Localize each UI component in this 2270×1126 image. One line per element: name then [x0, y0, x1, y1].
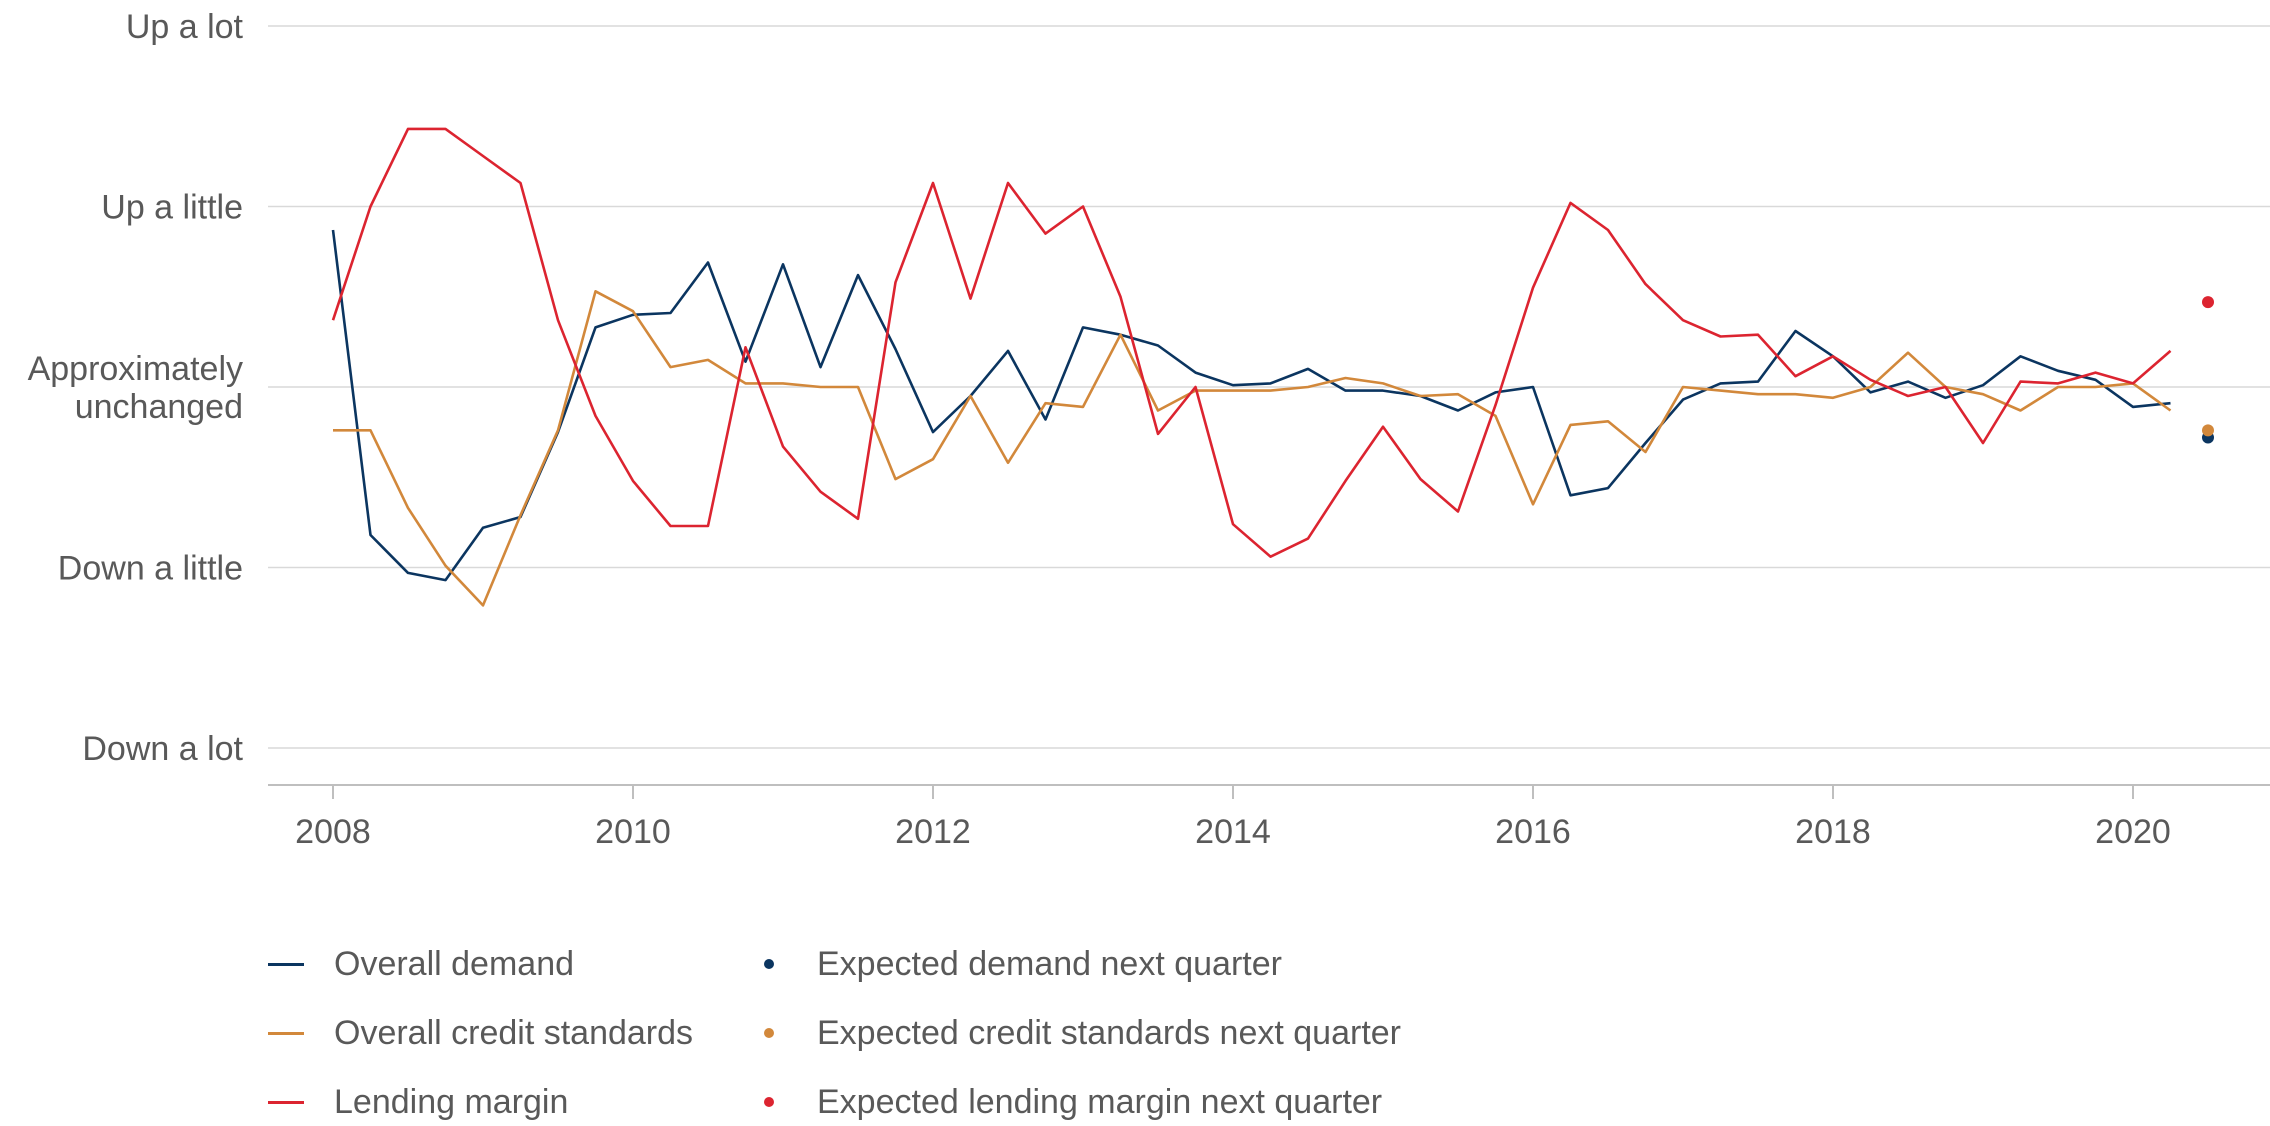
x-tick-label: 2012 — [895, 813, 971, 851]
y-tick-label: Down a little — [58, 550, 243, 588]
y-tick-label: Down a lot — [82, 730, 243, 768]
legend-label: Expected lending margin next quarter — [817, 1082, 1383, 1121]
legend-item-expected-credit-standards: Expected credit standards next quarter — [751, 1009, 1401, 1057]
y-tick-label-line: Down a little — [58, 550, 243, 588]
series-line-lending-margin — [331, 127, 2172, 559]
x-tick-label: 2016 — [1495, 813, 1571, 851]
y-tick-label-line: Approximately — [28, 350, 243, 388]
legend-label: Expected demand next quarter — [817, 944, 1282, 983]
y-tick-label: Up a little — [101, 189, 243, 227]
overall-demand-line-swatch — [268, 962, 304, 966]
legend-item-overall-credit-standards: Overall credit standards — [268, 1009, 693, 1057]
point-expected-lending-margin-next-quarter — [2202, 296, 2214, 309]
lending-margin-line-swatch — [268, 1100, 304, 1104]
series-line-overall-credit-standards — [333, 289, 2172, 607]
point-expected-credit-standards-next-quarter — [2202, 424, 2214, 437]
y-tick-label: Approximately unchanged — [28, 350, 243, 426]
x-tick-label: 2020 — [2095, 813, 2171, 851]
legend-label: Overall credit standards — [334, 1013, 694, 1052]
y-tick-label-line: Down a lot — [82, 730, 243, 768]
legend-item-overall-demand: Overall demand — [268, 940, 574, 988]
x-tick-label: 2010 — [595, 813, 671, 851]
expected-lending-margin-dot-swatch — [764, 1097, 774, 1107]
series-lines — [331, 127, 2172, 607]
x-tick-label: 2014 — [1195, 813, 1271, 851]
x-tick-label: 2018 — [1795, 813, 1871, 851]
x-tick-label: 2008 — [295, 813, 371, 851]
expected-demand-dot-swatch — [764, 959, 774, 969]
legend-item-expected-lending-margin: Expected lending margin next quarter — [751, 1078, 1382, 1126]
legend-label: Lending margin — [334, 1082, 569, 1121]
legend-label: Expected credit standards next quarter — [817, 1013, 1401, 1052]
expected-credit-standards-dot-swatch — [764, 1028, 774, 1038]
x-axis: 2008 2010 2012 2014 2016 2018 2020 — [268, 784, 2270, 851]
y-tick-label: Up a lot — [126, 8, 244, 46]
gridlines — [268, 25, 2270, 749]
credit-standards-line-swatch — [268, 1031, 304, 1035]
expected-points — [2202, 296, 2214, 444]
y-axis-tick-labels: Up a lot Up a little Approximately unchange… — [28, 8, 244, 768]
y-tick-label-line: Up a lot — [126, 8, 244, 46]
legend-item-lending-margin: Lending margin — [268, 1078, 568, 1126]
y-tick-label-line: unchanged — [75, 388, 243, 426]
legend-label: Overall demand — [334, 944, 575, 983]
legend-item-expected-demand: Expected demand next quarter — [751, 940, 1282, 988]
y-tick-label-line: Up a little — [101, 189, 243, 227]
series-line-overall-demand — [331, 229, 2171, 582]
